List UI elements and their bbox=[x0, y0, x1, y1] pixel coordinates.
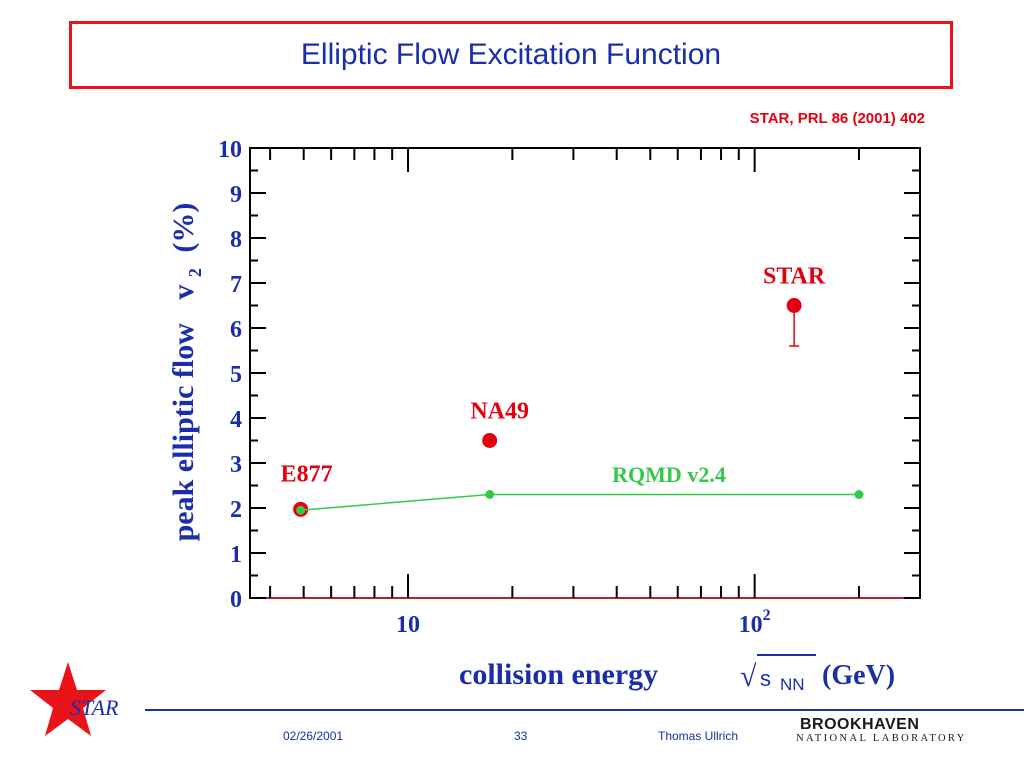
slide-title: Elliptic Flow Excitation Function bbox=[300, 38, 722, 71]
data-point-star bbox=[786, 298, 802, 313]
brookhaven-logo-subtitle: NATIONAL LABORATORY bbox=[796, 733, 967, 744]
rqmd-model-point bbox=[485, 490, 495, 499]
series-label-star: STAR bbox=[763, 264, 826, 290]
rqmd-model-line bbox=[300, 493, 859, 511]
y-tick-label: 4 bbox=[230, 407, 242, 433]
y-axis-title: peak elliptic flow v 2 (%) bbox=[167, 203, 208, 542]
y-tick-label: 0 bbox=[230, 587, 242, 613]
y-tick-label: 8 bbox=[230, 227, 242, 253]
y-tick-label: 9 bbox=[230, 182, 242, 208]
y-tick-label: 7 bbox=[230, 272, 242, 298]
y-tick-label: 1 bbox=[230, 542, 242, 568]
elliptic-flow-chart: 0 1 2 3 4 5 6 7 8 9 10 10 102 E877 NA49 STAR RQMD v2.4 p… bbox=[167, 137, 921, 694]
y-axis-title-prefix: peak elliptic flow bbox=[167, 323, 200, 542]
y-axis-unit: (%) bbox=[167, 203, 200, 253]
series-label-e877: E877 bbox=[281, 461, 333, 487]
footer-page-number: 33 bbox=[514, 729, 528, 743]
citation: STAR, PRL 86 (2001) 402 bbox=[749, 110, 925, 127]
rqmd-model-point bbox=[854, 490, 864, 499]
x-axis-unit: (GeV) bbox=[822, 660, 895, 691]
y-tick-label: 6 bbox=[230, 317, 242, 343]
y-tick-label: 10 bbox=[218, 137, 242, 163]
x-axis-title: collision energy bbox=[459, 658, 658, 691]
y-tick-label: 2 bbox=[230, 497, 242, 523]
title-box: Elliptic Flow Excitation Function bbox=[69, 21, 953, 89]
y-axis-symbol: v bbox=[167, 285, 200, 300]
data-point-na49 bbox=[482, 433, 498, 448]
x-axis-symbol: s bbox=[760, 666, 771, 691]
footer-rule bbox=[145, 709, 1024, 711]
star-logo-text: STAR bbox=[70, 695, 119, 720]
rqmd-model-point bbox=[296, 505, 306, 515]
footer-date: 02/26/2001 bbox=[283, 729, 344, 743]
y-tick-label: 5 bbox=[230, 362, 242, 388]
x-tick-label: 102 bbox=[739, 607, 771, 638]
y-tick-label: 3 bbox=[230, 452, 242, 478]
plot-frame bbox=[249, 147, 921, 599]
series-label-rqmd: RQMD v2.4 bbox=[612, 462, 726, 487]
x-tick-label-exponent: 2 bbox=[763, 607, 771, 624]
brookhaven-logo-name: BROOKHAVEN bbox=[800, 716, 920, 733]
x-tick-label: 10 bbox=[396, 612, 420, 638]
footer-author: Thomas Ullrich bbox=[658, 729, 739, 743]
series-label-na49: NA49 bbox=[470, 399, 529, 425]
y-axis-subscript: 2 bbox=[185, 268, 205, 277]
x-axis-symbol-subscript: NN bbox=[780, 675, 805, 694]
star-logo-icon bbox=[30, 662, 106, 736]
x-axis-radical: √ bbox=[740, 660, 757, 693]
